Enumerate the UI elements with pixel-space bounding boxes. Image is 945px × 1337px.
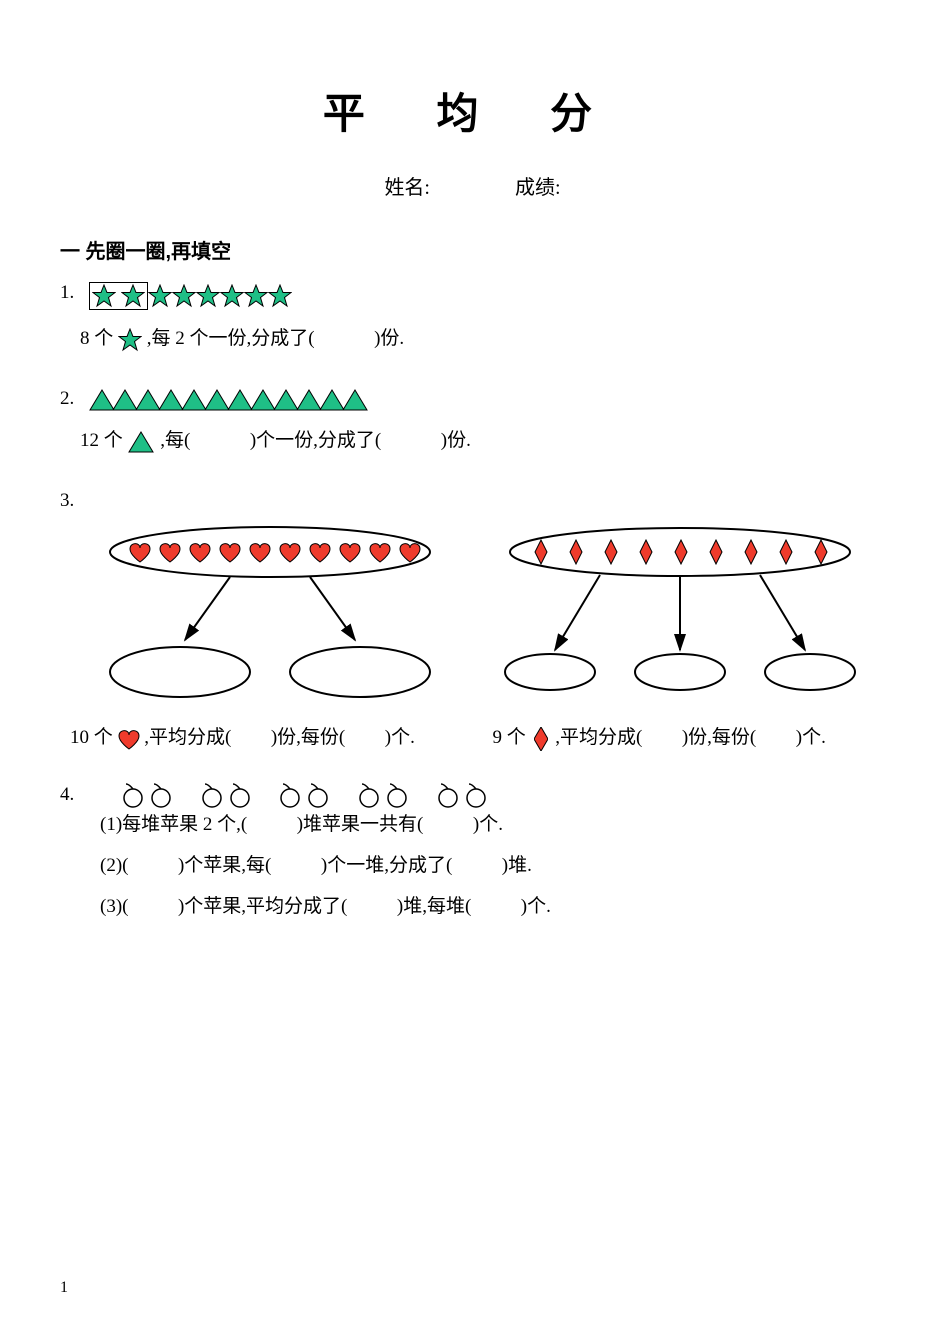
- star-icon: [92, 284, 116, 308]
- score-label: 成绩:: [515, 177, 561, 199]
- q4s3a: (3)(: [100, 896, 128, 917]
- q2-text-mid1: ,每(: [160, 430, 190, 451]
- star-icon: [172, 284, 196, 308]
- q1-text: 8 个 ,每 2 个一份,分成了( )份.: [80, 320, 885, 358]
- q2-text-after: )份.: [441, 430, 471, 451]
- q3-hearts-text: 10 个 ,平均分成( )份,每份( )个.: [70, 722, 463, 751]
- apple-icon: [147, 781, 175, 809]
- apple-icon: [462, 781, 490, 809]
- page-title: 平 均 分: [60, 80, 885, 141]
- q1-text-mid: ,每 2 个一份,分成了(: [147, 328, 315, 349]
- star-icon: [148, 284, 172, 308]
- q1-number: 1.: [60, 282, 84, 304]
- apple-group: [198, 781, 254, 809]
- q4-sub3: (3)( )个苹果,平均分成了( )堆,每堆( )个.: [100, 891, 885, 918]
- q3-number: 3.: [60, 490, 84, 512]
- apple-icon: [304, 781, 332, 809]
- triangle-icon: [342, 388, 368, 412]
- q4s3c: )堆,每堆(: [397, 896, 471, 917]
- q3b-b: ,平均分成(: [555, 727, 642, 748]
- apple-group: [276, 781, 332, 809]
- q4s2b: )个苹果,每(: [178, 855, 271, 876]
- q4-apple-groups: [119, 783, 508, 804]
- info-row: 姓名: 成绩:: [60, 171, 885, 200]
- apple-group: [119, 781, 175, 809]
- apple-icon: [276, 781, 304, 809]
- hearts-diagram: [90, 522, 450, 702]
- question-3: 3.: [60, 490, 885, 751]
- star-icon: [118, 328, 142, 352]
- q3b-c: )份,每份(: [682, 727, 756, 748]
- q3a-before: 10 个: [70, 727, 118, 748]
- q4s1c: )个.: [473, 814, 503, 835]
- q4s2c: )个一堆,分成了(: [321, 855, 452, 876]
- question-1: 1. 8 个 ,每 2 个一份,分成了( )份.: [60, 282, 885, 358]
- star-icon: [220, 284, 244, 308]
- q2-text: 12 个 ,每( )个一份,分成了( )份.: [80, 422, 885, 460]
- q4-sub1: (1)每堆苹果 2 个,( )堆苹果一共有( )个.: [100, 809, 885, 836]
- apple-icon: [434, 781, 462, 809]
- q3-text-row: 10 个 ,平均分成( )份,每份( )个. 9 个 ,平均分成( )份,每份(…: [70, 722, 885, 751]
- q1-text-after: )份.: [374, 328, 404, 349]
- name-label: 姓名:: [384, 177, 430, 199]
- q3b-d: )个.: [796, 727, 826, 748]
- star-icon: [121, 284, 145, 308]
- heart-icon: [118, 728, 140, 750]
- q2-text-mid2: )个一份,分成了(: [250, 430, 381, 451]
- apple-group: [434, 781, 490, 809]
- q4-sub2: (2)( )个苹果,每( )个一堆,分成了( )堆.: [100, 850, 885, 877]
- q3a-c: )份,每份(: [271, 727, 345, 748]
- q2-triangles: [89, 388, 365, 412]
- section-1-heading: 一 先圈一圈,再填空: [60, 235, 885, 264]
- q4s3d: )个.: [521, 896, 551, 917]
- q4s1a: (1)每堆苹果 2 个,(: [100, 814, 247, 835]
- q4s1b: )堆苹果一共有(: [297, 814, 424, 835]
- q3a-d: )个.: [385, 727, 415, 748]
- apple-icon: [383, 781, 411, 809]
- q2-text-before: 12 个: [80, 430, 128, 451]
- question-4: 4. (1)每堆苹果 2 个,( )堆苹果一共有( )个.: [60, 781, 885, 918]
- star-icon: [244, 284, 268, 308]
- apple-icon: [198, 781, 226, 809]
- worksheet-page: 平 均 分 姓名: 成绩: 一 先圈一圈,再填空 1. 8 个 ,每 2 个一份…: [0, 0, 945, 988]
- q4-number: 4.: [60, 784, 84, 806]
- page-number: 1: [60, 1279, 68, 1297]
- q2-number: 2.: [60, 388, 84, 410]
- q4s2a: (2)(: [100, 855, 128, 876]
- q3b-before: 9 个: [493, 727, 531, 748]
- apple-group: [355, 781, 411, 809]
- star-icon: [196, 284, 220, 308]
- q3-diamonds-text: 9 个 ,平均分成( )份,每份( )个.: [493, 722, 886, 751]
- q3a-b: ,平均分成(: [144, 727, 231, 748]
- q1-boxed-stars: [89, 282, 148, 310]
- apple-icon: [355, 781, 383, 809]
- q4s3b: )个苹果,平均分成了(: [178, 896, 347, 917]
- triangle-icon: [128, 430, 154, 454]
- question-2: 2. 12 个 ,每( )个一份,分成了( )份.: [60, 388, 885, 460]
- star-icon: [268, 284, 292, 308]
- apple-icon: [226, 781, 254, 809]
- q1-text-before: 8 个: [80, 328, 118, 349]
- diamond-icon: [534, 727, 548, 751]
- q3-diagrams: [90, 522, 885, 702]
- apple-icon: [119, 781, 147, 809]
- diamonds-diagram: [490, 522, 870, 702]
- q4s2d: )堆.: [502, 855, 532, 876]
